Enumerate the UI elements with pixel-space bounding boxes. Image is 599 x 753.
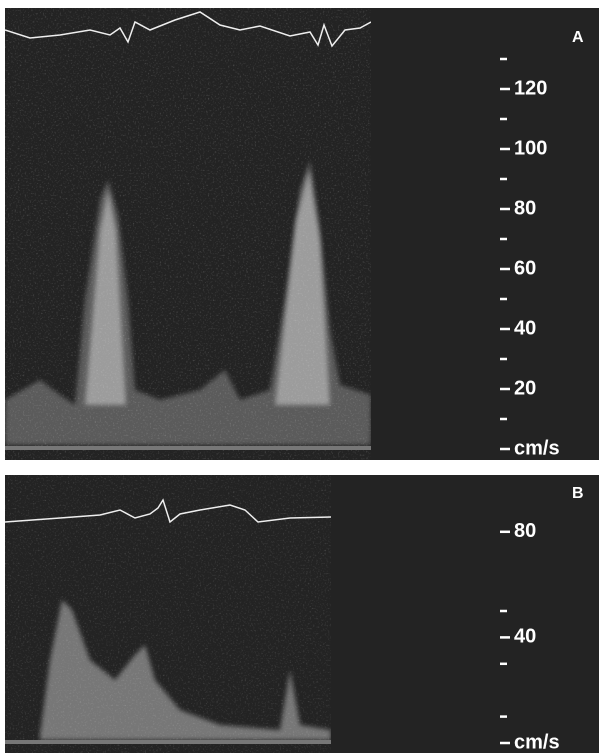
- panel-a: A: [5, 8, 599, 460]
- unit-label: cm/s: [514, 437, 560, 459]
- scale-label: 20: [514, 377, 536, 399]
- scale-label: 100: [514, 137, 547, 159]
- panel-label: A: [572, 29, 584, 46]
- scale-label: 80: [514, 197, 536, 219]
- scale-label: 40: [514, 626, 536, 648]
- doppler-spectrum: [5, 475, 331, 753]
- unit-label: cm/s: [514, 731, 560, 753]
- panel-b: B: [5, 475, 599, 753]
- scale-label: 120: [514, 77, 547, 99]
- scale-label: 40: [514, 317, 536, 339]
- scale-label: 80: [514, 520, 536, 542]
- doppler-spectrum: [5, 8, 371, 460]
- panel-label: B: [572, 485, 584, 502]
- scale-label: 60: [514, 257, 536, 279]
